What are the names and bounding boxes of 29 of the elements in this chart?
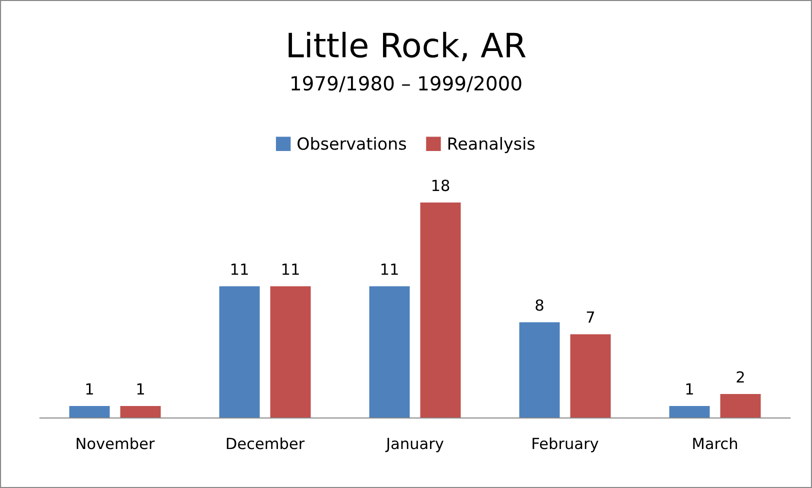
data-label: 11: [231, 264, 248, 275]
bar: [570, 334, 611, 418]
bar: [369, 286, 410, 418]
data-label: 18: [432, 180, 450, 192]
bar: [669, 406, 710, 418]
bar: [720, 394, 761, 418]
data-label: 7: [586, 312, 594, 323]
data-label: 8: [536, 299, 544, 311]
x-tick-label: December: [226, 437, 305, 450]
data-label: 2: [736, 371, 744, 383]
bar: [120, 406, 161, 418]
data-label: 1: [686, 383, 693, 395]
bar: [519, 322, 560, 418]
data-label: 1: [137, 383, 144, 395]
x-tick-label: March: [693, 437, 737, 450]
x-tick-label: January: [385, 438, 444, 452]
legend-label: Reanalysis: [448, 137, 535, 154]
chart-title: Little Rock, AR: [288, 32, 526, 62]
bar: [219, 286, 260, 418]
bar: [420, 202, 461, 418]
x-tick-label: November: [76, 437, 155, 450]
bar: [69, 406, 110, 418]
bar: [270, 286, 311, 418]
data-label: 11: [381, 264, 398, 275]
x-tick-label: February: [532, 437, 598, 452]
data-label: 1: [86, 383, 93, 395]
legend-label: Observations: [298, 137, 406, 150]
data-label: 11: [282, 264, 299, 275]
chart-subtitle: 1979/1980 – 1999/2000: [292, 76, 522, 92]
